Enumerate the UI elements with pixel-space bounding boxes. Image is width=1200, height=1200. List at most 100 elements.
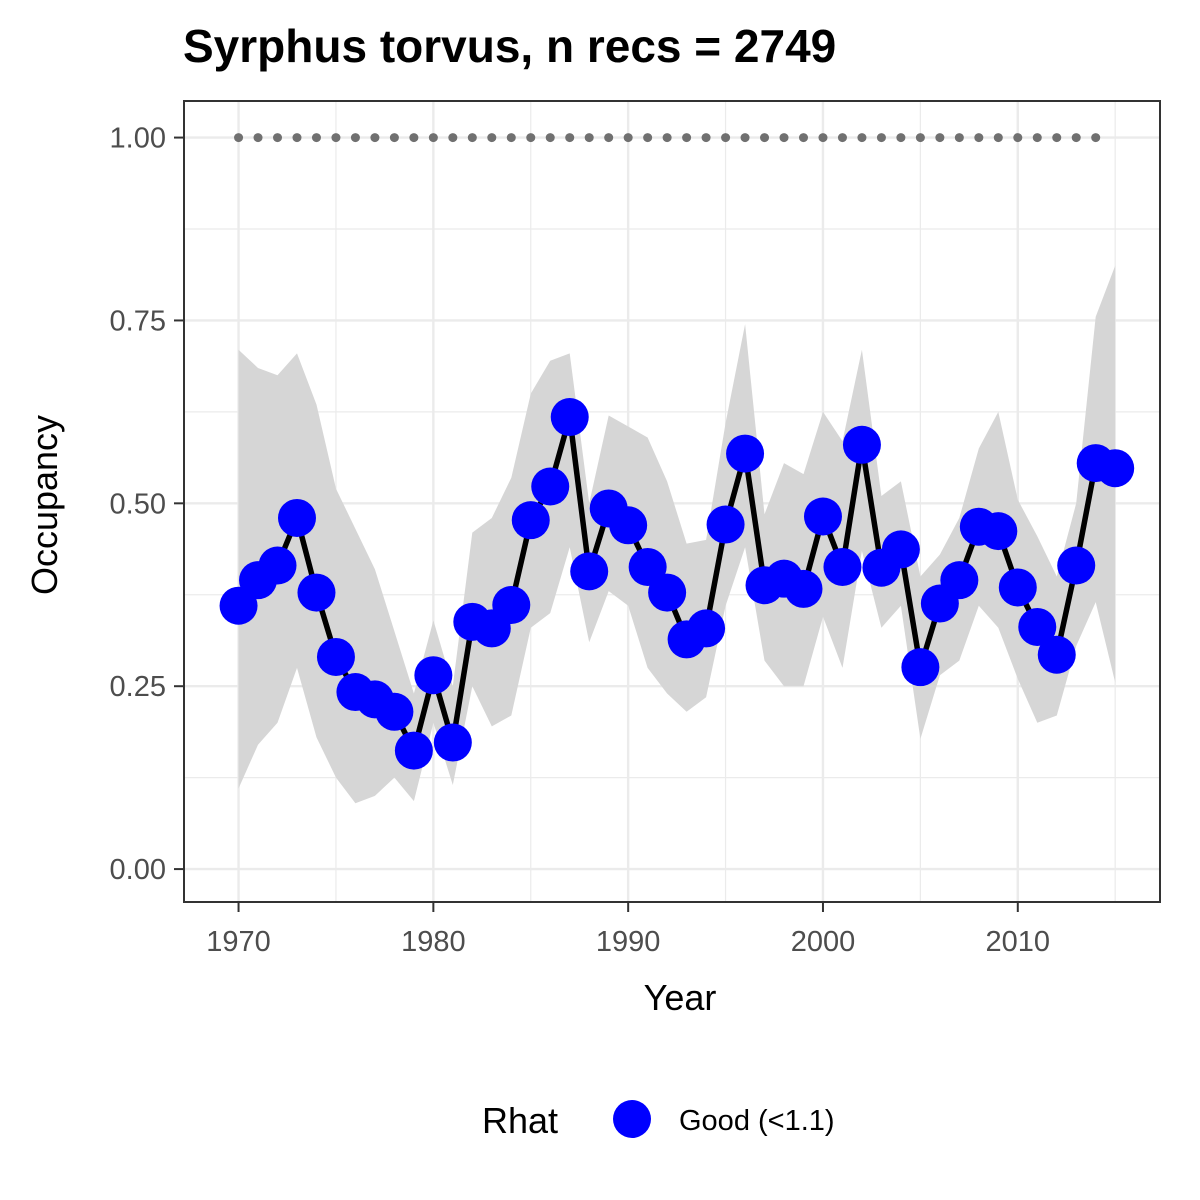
confidence-ribbon — [238, 265, 1116, 804]
reference-dot — [526, 133, 536, 143]
reference-dot — [311, 133, 321, 143]
occupancy-point — [901, 648, 940, 687]
occupancy-point — [570, 552, 609, 591]
occupancy-point — [394, 731, 433, 770]
reference-dot — [370, 133, 380, 143]
reference-dot — [565, 133, 575, 143]
reference-dot — [389, 133, 399, 143]
occupancy-point — [784, 569, 823, 608]
x-tick-label: 1970 — [206, 926, 271, 958]
reference-dot — [331, 133, 341, 143]
occupancy-point — [375, 692, 414, 731]
occupancy-point — [940, 561, 979, 600]
y-tick-label: 0.25 — [110, 671, 166, 703]
legend-swatch — [613, 1100, 651, 1138]
reference-dot — [760, 133, 770, 143]
y-tick-label: 0.75 — [110, 305, 166, 337]
occupancy-point — [823, 547, 862, 586]
occupancy-point — [258, 546, 297, 585]
reference-dots — [234, 133, 1101, 143]
occupancy-point — [492, 586, 531, 625]
occupancy-point — [1037, 635, 1076, 674]
occupancy-point — [531, 467, 570, 506]
reference-dot — [1032, 133, 1042, 143]
reference-dot — [1071, 133, 1081, 143]
reference-dot — [682, 133, 692, 143]
y-tick-label: 0.50 — [110, 488, 166, 520]
y-tick-label: 1.00 — [110, 123, 166, 155]
reference-dot — [428, 133, 438, 143]
reference-dot — [1013, 133, 1023, 143]
occupancy-point — [1096, 449, 1135, 488]
reference-dot — [896, 133, 906, 143]
reference-dot — [604, 133, 614, 143]
reference-dot — [1052, 133, 1062, 143]
reference-dot — [292, 133, 302, 143]
occupancy-point — [511, 501, 550, 540]
reference-dot — [721, 133, 731, 143]
reference-dot — [662, 133, 672, 143]
reference-dot — [876, 133, 886, 143]
occupancy-point — [842, 425, 881, 464]
occupancy-point — [277, 498, 316, 537]
x-axis: 1970 1980 1990 2000 2010 — [206, 902, 1050, 958]
x-tick-label: 2010 — [986, 926, 1051, 958]
reference-dot — [798, 133, 808, 143]
reference-dot — [409, 133, 419, 143]
x-axis-title: Year — [644, 977, 717, 1018]
reference-dot — [857, 133, 867, 143]
occupancy-points — [219, 398, 1135, 770]
reference-dot — [273, 133, 283, 143]
x-tick-label: 1990 — [596, 926, 661, 958]
occupancy-point — [1057, 546, 1096, 585]
reference-dot — [1091, 133, 1101, 143]
occupancy-point — [881, 530, 920, 569]
y-axis-title: Occupancy — [24, 415, 65, 595]
occupancy-point — [316, 637, 355, 676]
panel-border — [183, 100, 1161, 903]
reference-dot — [818, 133, 828, 143]
occupancy-point — [979, 512, 1018, 551]
occupancy-point — [706, 505, 745, 544]
occupancy-point — [726, 434, 765, 473]
reference-dot — [701, 133, 711, 143]
y-tick-label: 0.00 — [110, 854, 166, 886]
reference-dot — [253, 133, 263, 143]
occupancy-point — [433, 723, 472, 762]
occupancy-point — [998, 568, 1037, 607]
occupancy-point — [414, 656, 453, 695]
y-axis: 0.00 0.25 0.50 0.75 1.00 — [110, 123, 184, 886]
reference-dot — [545, 133, 555, 143]
reference-dot — [935, 133, 945, 143]
occupancy-point — [550, 398, 589, 437]
legend-title: Rhat — [482, 1100, 558, 1141]
occupancy-point — [687, 609, 726, 648]
reference-dot — [779, 133, 789, 143]
occupancy-point — [648, 573, 687, 612]
occupancy-point — [1018, 607, 1057, 646]
reference-dot — [974, 133, 984, 143]
reference-dot — [584, 133, 594, 143]
reference-dot — [467, 133, 477, 143]
legend-label-good: Good (<1.1) — [679, 1105, 835, 1137]
reference-dot — [487, 133, 497, 143]
reference-dot — [915, 133, 925, 143]
reference-dot — [643, 133, 653, 143]
reference-dot — [350, 133, 360, 143]
x-tick-label: 1980 — [401, 926, 466, 958]
reference-dot — [740, 133, 750, 143]
reference-dot — [448, 133, 458, 143]
occupancy-point — [803, 497, 842, 536]
occupancy-point — [297, 573, 336, 612]
chart-title: Syrphus torvus, n recs = 2749 — [183, 20, 836, 72]
reference-dot — [954, 133, 964, 143]
reference-dot — [993, 133, 1003, 143]
legend: Rhat Good (<1.1) — [482, 1100, 835, 1141]
x-tick-label: 2000 — [791, 926, 856, 958]
reference-dot — [623, 133, 633, 143]
reference-dot — [234, 133, 244, 143]
reference-dot — [837, 133, 847, 143]
reference-dot — [506, 133, 516, 143]
occupancy-point — [609, 506, 648, 545]
